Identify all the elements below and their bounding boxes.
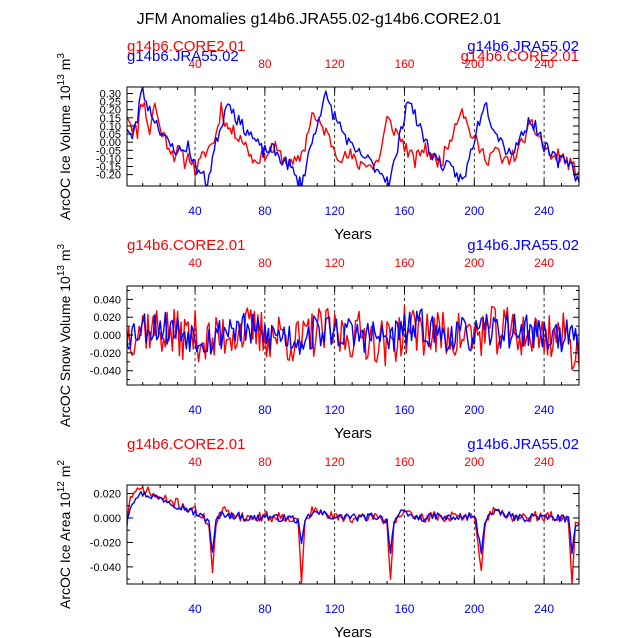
x-tick-label-top: 120 (325, 256, 345, 270)
series-line-g14b6.CORE2.01 (127, 101, 579, 177)
panel-2: -0.040 -0.020 0.000 0.020 0.040 40 40 80 80 120 12… (56, 237, 580, 442)
x-tick-label-top: 200 (464, 57, 484, 71)
case-label-right-red: g14b6.CORE2.01 (461, 48, 579, 65)
y-tick-label: 0.000 (93, 513, 121, 525)
y-tick-label: 0.15 (100, 113, 121, 125)
x-tick-label-top: 120 (325, 57, 345, 71)
x-tick-label-bottom: 160 (394, 403, 414, 417)
x-tick-label-bottom: 40 (188, 204, 202, 218)
x-tick-label-bottom: 120 (325, 602, 345, 616)
x-tick-label-top: 160 (394, 256, 414, 270)
x-tick-label-bottom: 240 (534, 403, 554, 417)
x-tick-label-bottom: 240 (534, 204, 554, 218)
y-tick-label: -0.040 (90, 562, 121, 574)
x-tick-label-bottom: 80 (258, 403, 272, 417)
figure-title: JFM Anomalies g14b6.JRA55.02-g14b6.CORE2… (137, 11, 502, 28)
x-tick-label-bottom: 240 (534, 602, 554, 616)
y-tick-label: 0.10 (100, 121, 121, 133)
x-tick-label-top: 40 (188, 455, 202, 469)
x-tick-label-bottom: 120 (325, 403, 345, 417)
x-tick-label-top: 200 (464, 455, 484, 469)
x-tick-label-top: 80 (258, 57, 272, 71)
y-tick-label: 0.25 (100, 97, 121, 109)
y-tick-label: 0.020 (93, 489, 121, 501)
x-tick-label-top: 120 (325, 455, 345, 469)
case-label-left-blue: g14b6.JRA55.02 (127, 48, 239, 65)
y-tick-label: -0.20 (96, 170, 121, 182)
x-tick-label-bottom: 200 (464, 204, 484, 218)
series-line-g14b6.CORE2.01 (127, 486, 579, 584)
x-tick-label-top: 80 (258, 256, 272, 270)
x-tick-label-bottom: 40 (188, 403, 202, 417)
x-tick-label-top: 240 (534, 57, 554, 71)
series-line-g14b6.JRA55.02 (127, 87, 579, 186)
x-tick-label-top: 240 (534, 455, 554, 469)
panel-1: -0.20-0.15-0.10-0.050.000.050.100.150.20… (56, 38, 580, 243)
y-tick-label: 0.30 (100, 88, 121, 100)
y-tick-label: 0.00 (100, 137, 121, 149)
y-axis-label: ArcOC Ice Area 1012 m2 (56, 460, 73, 609)
case-label-right-blue: g14b6.JRA55.02 (467, 38, 579, 55)
case-label-right-blue: g14b6.JRA55.02 (467, 436, 579, 453)
x-tick-label-top: 160 (394, 455, 414, 469)
panel-3: -0.040 -0.020 0.000 0.020 40 40 80 80 120 120 160 1… (56, 436, 580, 638)
y-tick-label: -0.040 (90, 366, 121, 378)
y-tick-label: 0.000 (93, 330, 121, 342)
x-axis-label: Years (334, 226, 372, 243)
x-tick-label-bottom: 160 (394, 204, 414, 218)
x-tick-label-top: 160 (394, 57, 414, 71)
series-line-g14b6.JRA55.02 (127, 308, 579, 356)
plot-frame (126, 484, 580, 585)
y-tick-label: -0.020 (90, 348, 121, 360)
x-tick-label-bottom: 80 (258, 602, 272, 616)
y-tick-label: -0.020 (90, 537, 121, 549)
x-tick-label-bottom: 80 (258, 204, 272, 218)
x-tick-label-bottom: 40 (188, 602, 202, 616)
case-label-right-blue: g14b6.JRA55.02 (467, 237, 579, 254)
x-tick-label-bottom: 160 (394, 602, 414, 616)
case-label-left-red: g14b6.CORE2.01 (127, 38, 245, 55)
y-axis-label: ArcOC Snow Volume 1013 m3 (56, 243, 73, 427)
x-tick-label-top: 200 (464, 256, 484, 270)
x-tick-label-top: 40 (188, 57, 202, 71)
y-tick-label: 0.040 (93, 294, 121, 306)
x-tick-label-bottom: 200 (464, 602, 484, 616)
x-axis-label: Years (334, 624, 372, 638)
y-tick-label: 0.05 (100, 129, 121, 141)
x-axis-label: Years (334, 425, 372, 442)
y-axis-label: ArcOC Ice Volume 1013 m3 (56, 53, 73, 220)
case-label-left-red: g14b6.CORE2.01 (127, 436, 245, 453)
plot-frame (126, 86, 580, 187)
x-tick-label-top: 40 (188, 256, 202, 270)
series-line-g14b6.JRA55.02 (127, 490, 579, 555)
x-tick-label-top: 80 (258, 455, 272, 469)
x-tick-label-bottom: 200 (464, 403, 484, 417)
y-tick-label: -0.10 (96, 153, 121, 165)
y-tick-label: 0.020 (93, 312, 121, 324)
y-tick-label: -0.15 (96, 162, 121, 174)
y-tick-label: 0.20 (100, 105, 121, 117)
x-tick-label-top: 240 (534, 256, 554, 270)
y-tick-label: -0.05 (96, 145, 121, 157)
case-label-left-red: g14b6.CORE2.01 (127, 237, 245, 254)
x-tick-label-bottom: 120 (325, 204, 345, 218)
